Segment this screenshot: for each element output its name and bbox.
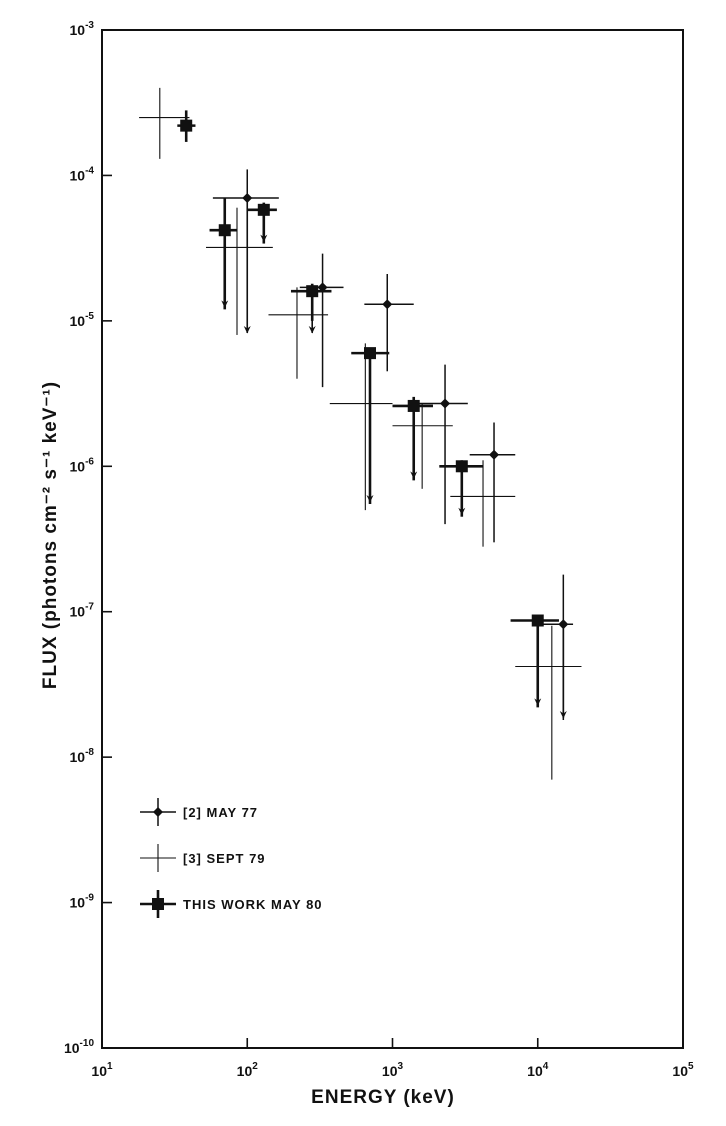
- diamond-marker: [242, 192, 253, 203]
- legend-label: THIS WORK MAY 80: [183, 897, 323, 912]
- tick-base: 10: [527, 1063, 543, 1079]
- data-point: [392, 396, 433, 481]
- data-point: [450, 460, 516, 547]
- data-point: [418, 364, 468, 525]
- y-tick-label: 10-7: [70, 602, 95, 620]
- data-point: [177, 110, 196, 142]
- square-marker: [364, 347, 377, 360]
- diamond-marker: [558, 619, 569, 630]
- data-point: [510, 614, 559, 708]
- data-point: [515, 625, 582, 780]
- data-point: [247, 202, 277, 244]
- tick-exponent: -5: [85, 311, 94, 322]
- data-point: [329, 343, 393, 511]
- data-point: [139, 87, 190, 159]
- legend-label: [3] SEPT 79: [183, 851, 266, 866]
- tick-exponent: -3: [85, 20, 94, 31]
- data-series: [139, 87, 582, 780]
- x-tick-label: 102: [237, 1061, 259, 1079]
- data-point: [209, 197, 237, 310]
- y-tick-label: 10-6: [70, 456, 95, 474]
- tick-base: 10: [70, 895, 86, 911]
- legend-entry: [3] SEPT 79: [140, 844, 266, 872]
- diamond-marker: [440, 398, 451, 409]
- tick-base: 10: [70, 458, 86, 474]
- data-point: [299, 253, 344, 388]
- plot-frame: [101, 29, 684, 1049]
- tick-exponent: -7: [85, 602, 94, 613]
- tick-base: 10: [672, 1063, 688, 1079]
- tick-exponent: -10: [80, 1038, 95, 1049]
- tick-base: 10: [91, 1063, 107, 1079]
- square-marker: [152, 898, 164, 910]
- legend-entry: THIS WORK MAY 80: [140, 890, 323, 918]
- tick-base: 10: [382, 1063, 398, 1079]
- square-marker: [180, 119, 193, 132]
- diamond-marker: [317, 282, 328, 293]
- tick-exponent: -8: [85, 747, 94, 758]
- tick-exponent: 2: [252, 1061, 258, 1072]
- y-tick-label: 10-10: [64, 1038, 94, 1056]
- diamond-marker: [382, 299, 393, 310]
- data-point: [469, 422, 516, 543]
- tick-base: 10: [70, 749, 86, 765]
- x-tick-label: 105: [672, 1061, 694, 1079]
- square-marker: [306, 285, 319, 298]
- x-axis-title: ENERGY (keV): [311, 1087, 455, 1108]
- data-point: [537, 574, 574, 721]
- diamond-marker: [489, 449, 500, 460]
- tick-exponent: -6: [85, 456, 94, 467]
- tick-exponent: -9: [85, 893, 94, 904]
- y-tick-label: 10-5: [70, 311, 95, 329]
- data-point: [351, 347, 390, 505]
- tick-exponent: -4: [85, 165, 94, 176]
- y-tick-label: 10-3: [70, 20, 95, 38]
- legend-label: [2] MAY 77: [183, 805, 258, 820]
- legend-entry: [2] MAY 77: [140, 798, 258, 826]
- tick-exponent: 1: [107, 1061, 113, 1072]
- tick-base: 10: [70, 604, 86, 620]
- tick-base: 10: [64, 1040, 80, 1056]
- data-point: [290, 283, 332, 334]
- data-point: [439, 460, 484, 517]
- x-tick-label: 104: [527, 1061, 549, 1079]
- x-tick-label: 103: [382, 1061, 404, 1079]
- tick-exponent: 4: [543, 1061, 549, 1072]
- square-marker: [407, 399, 420, 412]
- axis-ticks: 101 102 103 104 10510-310-410-510-610-710-81…: [64, 20, 694, 1079]
- square-marker: [218, 224, 231, 237]
- tick-base: 10: [70, 313, 86, 329]
- y-tick-label: 10-8: [70, 747, 95, 765]
- square-marker: [257, 203, 270, 216]
- diamond-marker: [153, 807, 163, 817]
- data-point: [268, 287, 329, 379]
- data-point: [392, 403, 453, 489]
- legend: [2] MAY 77 [3] SEPT 79 THIS WORK MAY 80: [140, 798, 323, 918]
- data-point: [205, 207, 273, 335]
- y-tick-label: 10-9: [70, 893, 95, 911]
- square-marker: [531, 614, 544, 627]
- tick-base: 10: [70, 22, 86, 38]
- tick-exponent: 5: [688, 1061, 694, 1072]
- tick-exponent: 3: [398, 1061, 404, 1072]
- y-tick-label: 10-4: [70, 165, 95, 183]
- square-marker: [455, 460, 468, 473]
- data-point: [212, 169, 279, 334]
- tick-base: 10: [237, 1063, 253, 1079]
- x-tick-label: 101: [91, 1061, 113, 1079]
- tick-base: 10: [70, 167, 86, 183]
- y-axis-title: FLUX (photons cm⁻² s⁻¹ keV⁻¹): [40, 381, 61, 689]
- data-point: [364, 273, 414, 372]
